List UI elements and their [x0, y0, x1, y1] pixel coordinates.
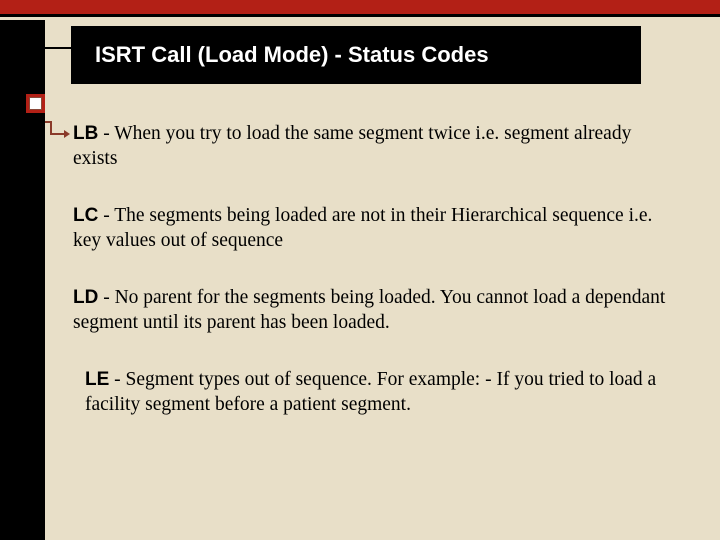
status-code-label: LD [73, 287, 98, 308]
status-code-entry: LE - Segment types out of sequence. For … [73, 368, 678, 418]
status-code-desc: - Segment types out of sequence. For exa… [85, 369, 656, 415]
status-code-entry: LB - When you try to load the same segme… [73, 122, 678, 172]
top-accent-bar [0, 0, 720, 17]
status-code-desc: - The segments being loaded are not in t… [73, 205, 652, 251]
status-code-entry: LD - No parent for the segments being lo… [73, 286, 678, 336]
status-code-label: LC [73, 205, 98, 226]
status-code-label: LB [73, 123, 98, 144]
status-code-entry: LC - The segments being loaded are not i… [73, 204, 678, 254]
status-code-desc: - When you try to load the same segment … [73, 123, 631, 169]
bullet-marker [26, 94, 45, 113]
slide-title: ISRT Call (Load Mode) - Status Codes [95, 42, 489, 68]
slide-title-box: ISRT Call (Load Mode) - Status Codes [71, 26, 641, 84]
bullet-marker-inner [29, 97, 42, 110]
title-connector-line [45, 47, 71, 49]
status-code-desc: - No parent for the segments being loade… [73, 287, 665, 333]
status-code-label: LE [85, 369, 109, 390]
content-area: LB - When you try to load the same segme… [73, 122, 678, 418]
connector-arrowhead [64, 130, 70, 138]
